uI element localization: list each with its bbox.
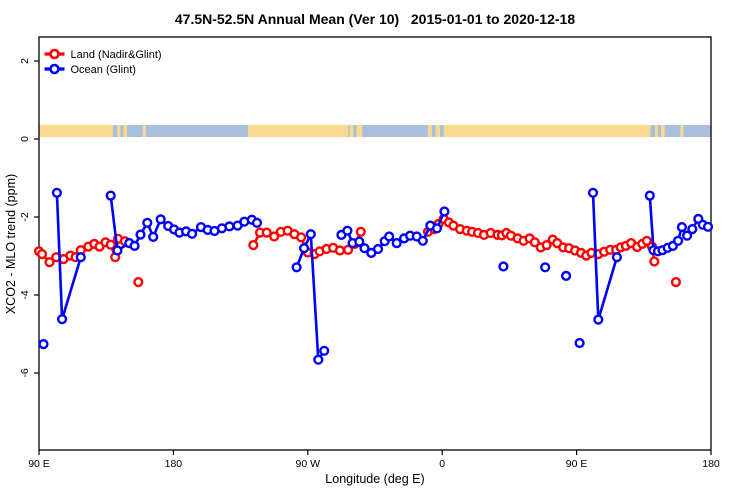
ocean-series-point (129, 240, 140, 252)
ocean-series-point (593, 314, 604, 325)
ocean-series-point (224, 221, 235, 232)
ocean-series-point (305, 229, 316, 240)
ocean-series-point (112, 245, 123, 256)
legend-label: Ocean (Glint) (71, 64, 136, 76)
x-tick-label: 90 E (28, 458, 50, 470)
surface-band-land-segment (655, 124, 658, 138)
surface-band-land-segment (356, 124, 363, 138)
x-axis-label: Longitude (deg E) (325, 472, 425, 486)
ocean-series-point (384, 231, 395, 242)
legend-entry: Land (Nadir&Glint) (44, 48, 162, 61)
ocean-series-point (135, 229, 146, 240)
legend-marker-sample (49, 48, 60, 60)
ocean-series-point (291, 262, 302, 273)
legend-entry: Ocean (Glint) (44, 63, 136, 76)
ocean-series-point (672, 235, 684, 246)
x-tick-label: 0 (439, 458, 445, 470)
ocean-series-point (540, 262, 551, 273)
land-series-point (334, 245, 346, 256)
ocean-series-point (702, 221, 714, 232)
chart-title: 47.5N-52.5N Annual Mean (Ver 10) 2015-01… (174, 11, 576, 27)
ocean-series-point (56, 314, 68, 325)
ocean-series-point (644, 190, 655, 201)
land-series-point (133, 277, 144, 288)
surface-band-land-segment (142, 124, 146, 138)
ocean-series-point (51, 187, 63, 198)
surface-band-land-segment (435, 124, 440, 138)
x-tick-label: 180 (165, 458, 183, 470)
land-series-point (44, 257, 55, 268)
ocean-series-point (417, 235, 428, 246)
ocean-series-point (611, 252, 623, 263)
ocean-series-point (319, 345, 330, 356)
ocean-series-point (75, 252, 86, 263)
land-series-point (343, 244, 354, 255)
x-tick-label: 90 E (566, 458, 588, 470)
ocean-series-point (439, 206, 450, 217)
ocean-series-point (498, 261, 509, 272)
ocean-series-point (372, 243, 384, 255)
y-tick-label: -6 (19, 368, 31, 377)
ocean-series-point (148, 231, 159, 243)
y-tick-label: -4 (19, 290, 31, 299)
ocean-series-point (299, 243, 310, 254)
surface-band-land-segment (443, 124, 651, 138)
surface-band-land-segment (660, 124, 665, 138)
land-series-point (355, 226, 366, 237)
ocean-series-point (359, 243, 370, 254)
ocean-series-point (251, 217, 263, 228)
ocean-series-point (142, 217, 153, 228)
ocean-series-point (574, 337, 585, 349)
surface-band-land-segment (680, 124, 684, 138)
land-series-point (36, 249, 48, 260)
ocean-series-point (681, 230, 693, 241)
y-tick-label: 0 (19, 136, 31, 142)
ocean-series-point (587, 187, 599, 198)
surface-band-land-segment (349, 124, 354, 138)
ocean-series-point (391, 238, 402, 249)
surface-band-land-segment (117, 124, 121, 138)
ocean-series-point (354, 236, 365, 247)
land-series-point (105, 239, 116, 250)
land-series-point (261, 227, 272, 238)
y-tick-label: 2 (19, 58, 31, 64)
surface-band-land-segment (428, 124, 432, 138)
land-series-point (670, 277, 682, 288)
land-series-point (529, 237, 540, 248)
ocean-series-point (155, 214, 166, 225)
x-tick-label: 180 (702, 458, 720, 470)
surface-band-land-segment (39, 124, 113, 138)
x-tick-label: 90 W (296, 458, 321, 470)
surface-band-land-segment (248, 124, 349, 138)
ocean-series-point (676, 222, 688, 233)
legend-label: Land (Nadir&Glint) (71, 49, 162, 61)
ocean-series-point (38, 339, 49, 350)
ocean-series-point (187, 228, 198, 239)
land-series-point (541, 240, 552, 251)
ocean-series-point (687, 224, 698, 235)
ocean-series-point (560, 270, 572, 282)
land-series-point (248, 240, 259, 251)
ocean-series-point (313, 354, 324, 365)
land-series-point (296, 232, 307, 243)
y-tick-label: -2 (19, 212, 31, 221)
legend-marker-sample (49, 63, 60, 75)
land-series-point (649, 256, 660, 267)
plot-box (38, 36, 712, 451)
land-series-point (269, 231, 280, 242)
surface-band-land-segment (123, 124, 128, 138)
ocean-series-point (105, 190, 116, 201)
ocean-series-point (431, 223, 443, 234)
ocean-series-point (342, 225, 353, 236)
